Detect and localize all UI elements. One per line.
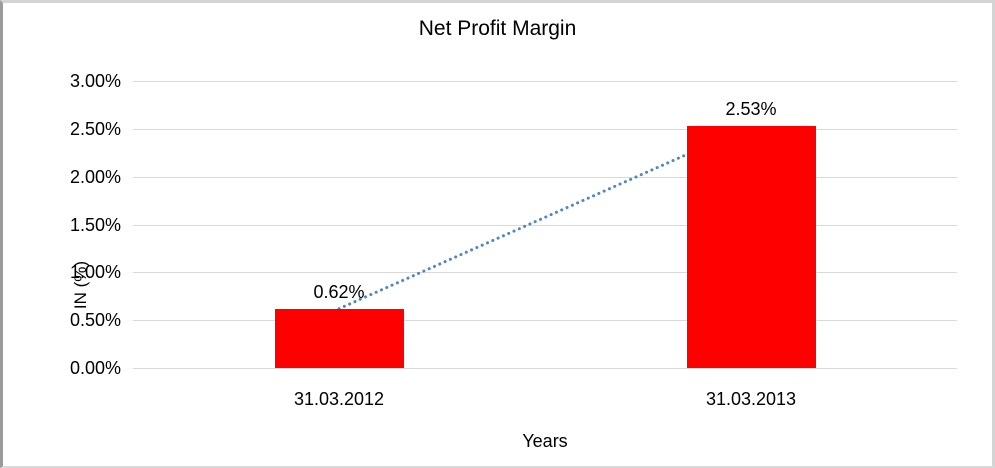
gridline xyxy=(133,272,957,274)
gridline xyxy=(133,176,957,178)
bar-value-label: 0.62% xyxy=(313,281,365,302)
bar-value-label: 2.53% xyxy=(725,98,777,119)
x-tick-label: 31.03.2013 xyxy=(705,389,797,409)
y-tick-label: 3.00% xyxy=(69,71,121,91)
bar-31.03.2012 xyxy=(274,308,404,368)
x-tick-label: 31.03.2012 xyxy=(293,389,385,409)
gridline xyxy=(133,128,957,130)
gridline xyxy=(133,224,957,226)
gridline xyxy=(133,81,957,82)
plot-area xyxy=(133,81,957,369)
x-axis-title: Years xyxy=(522,431,568,451)
gridline xyxy=(133,320,957,322)
y-tick-label: 1.50% xyxy=(69,214,121,235)
y-tick-label: 2.50% xyxy=(69,118,121,139)
gridline xyxy=(133,368,957,369)
bar-31.03.2013 xyxy=(686,125,816,368)
chart-title: Net Profit Margin xyxy=(418,17,577,40)
y-tick-label: 2.00% xyxy=(69,166,121,187)
y-tick-label: 0.00% xyxy=(69,358,121,378)
y-tick-label: 0.50% xyxy=(69,310,121,331)
y-tick-label: 1.00% xyxy=(69,262,121,283)
